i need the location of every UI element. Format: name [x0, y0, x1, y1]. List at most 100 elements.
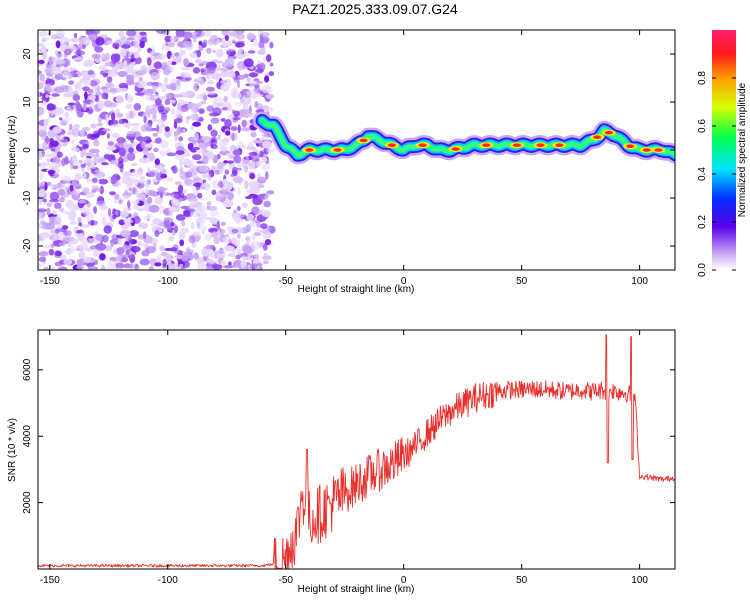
noise-blob: [257, 176, 267, 184]
noise-blob: [198, 63, 204, 67]
noise-blob: [116, 137, 126, 144]
noise-blob: [236, 248, 241, 254]
noise-blob: [220, 83, 230, 92]
noise-blob: [207, 173, 212, 182]
noise-blob: [72, 179, 77, 187]
figure-title: PAZ1.2025.333.09.07.G24: [292, 1, 458, 17]
noise-blob: [208, 112, 220, 117]
snr-x-label: Height of straight line (km): [298, 584, 415, 595]
noise-blob: [38, 256, 47, 263]
noise-blob: [253, 140, 264, 144]
noise-blob: [240, 97, 245, 104]
noise-blob: [241, 109, 253, 118]
noise-blob: [154, 158, 160, 166]
noise-blob: [174, 181, 182, 186]
noise-blob: [262, 260, 269, 265]
noise-blob: [246, 189, 254, 194]
noise-blob: [170, 61, 177, 65]
noise-blob: [250, 240, 261, 250]
noise-blob: [48, 56, 53, 66]
noise-blob: [190, 125, 195, 131]
noise-blob: [225, 130, 231, 136]
noise-blob: [123, 60, 128, 69]
noise-blob: [44, 153, 55, 158]
spectrogram-y-tick-label: 0: [22, 147, 33, 153]
noise-blob: [91, 187, 102, 192]
noise-blob: [124, 223, 130, 229]
noise-blob: [222, 199, 234, 208]
noise-blob: [116, 247, 125, 255]
noise-blob: [175, 108, 183, 118]
noise-blob: [63, 259, 73, 265]
noise-blob: [136, 207, 145, 212]
noise-blob: [206, 47, 212, 54]
noise-blob: [79, 243, 88, 251]
noise-blob: [127, 152, 136, 161]
noise-blob: [259, 223, 268, 230]
noise-blob: [206, 91, 217, 95]
noise-blob: [125, 74, 135, 81]
noise-blob: [56, 30, 65, 38]
noise-blob: [216, 230, 221, 239]
noise-blob: [101, 162, 109, 166]
noise-blob: [220, 260, 226, 265]
noise-blob: [224, 169, 230, 175]
noise-blob: [112, 66, 118, 72]
noise-blob: [116, 112, 124, 119]
noise-blob: [237, 80, 241, 89]
noise-blob: [250, 221, 257, 227]
noise-blob: [69, 184, 74, 192]
ridge-hotspot-red: [512, 143, 521, 147]
noise-blob: [205, 86, 215, 92]
noise-blob: [178, 50, 184, 58]
noise-blob: [245, 214, 255, 221]
noise-blob: [166, 224, 172, 232]
noise-blob: [243, 51, 250, 57]
noise-blob: [187, 197, 199, 203]
noise-blob: [50, 148, 56, 152]
noise-blob: [182, 31, 193, 39]
noise-blob: [168, 235, 175, 242]
noise-blob: [115, 95, 124, 104]
noise-blob: [210, 143, 214, 149]
ridge-hotspot-red: [305, 148, 314, 152]
noise-blob: [106, 145, 117, 151]
noise-blob: [139, 157, 150, 164]
noise-blob: [149, 50, 156, 57]
noise-blob: [38, 223, 43, 229]
spectrogram-x-tick-label: 50: [516, 276, 528, 287]
noise-blob: [73, 32, 78, 39]
noise-blob: [107, 260, 116, 267]
noise-blob: [217, 134, 221, 140]
noise-blob: [110, 53, 118, 63]
noise-blob: [245, 156, 250, 162]
noise-blob: [230, 126, 238, 131]
noise-blob: [268, 71, 275, 77]
noise-blob: [102, 234, 109, 243]
noise-blob: [38, 91, 41, 97]
noise-blob: [236, 169, 240, 178]
noise-blob: [82, 143, 89, 149]
noise-blob: [167, 60, 172, 66]
noise-blob: [99, 204, 108, 211]
noise-blob: [133, 178, 139, 186]
noise-blob: [230, 173, 235, 177]
noise-blob: [49, 216, 55, 226]
noise-blob: [104, 266, 116, 270]
noise-blob: [206, 201, 212, 206]
colorbar-tick-label: 0.6: [697, 119, 708, 133]
noise-blob: [227, 253, 236, 258]
noise-blob: [198, 40, 202, 46]
colorbar-tick-label: 0.2: [697, 215, 708, 229]
noise-blob: [241, 127, 251, 132]
noise-blob: [178, 231, 186, 240]
noise-blob: [201, 136, 212, 142]
noise-blob: [61, 85, 69, 93]
noise-blob: [137, 180, 148, 184]
noise-blob: [61, 225, 69, 230]
noise-blob: [38, 182, 42, 188]
noise-blob: [158, 186, 166, 195]
noise-blob: [94, 171, 106, 178]
noise-blob: [161, 83, 167, 93]
noise-blob: [38, 70, 43, 74]
